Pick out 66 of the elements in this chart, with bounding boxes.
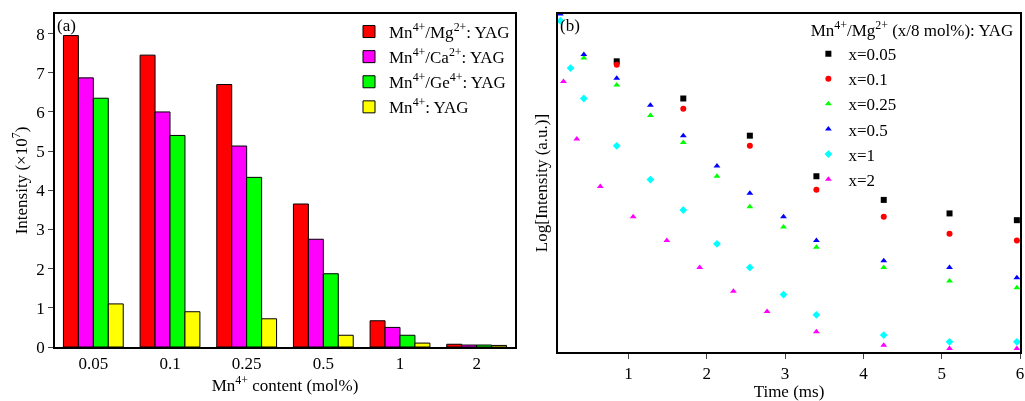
x-axis-title: Time (ms) — [753, 382, 825, 401]
point — [946, 264, 953, 269]
point — [812, 328, 820, 334]
point — [1013, 237, 1020, 244]
y-tick-label: 3 — [36, 220, 45, 240]
point — [612, 141, 621, 150]
x-axis-title: Mn$^{4+}$ content (mol%) — [211, 373, 359, 396]
legend-label: Mn$^{4+}$/Mg$^{2+}$: YAG — [389, 20, 510, 43]
legend-label: Mn$^{4+}$/Ge$^{4+}$: YAG — [389, 70, 506, 93]
annotation: (b) — [560, 16, 580, 35]
point — [746, 132, 753, 139]
legend-label: Mn$^{4+}$/Ca$^{2+}$: YAG — [389, 45, 505, 68]
y-tick-label: 8 — [36, 24, 45, 44]
point — [946, 230, 953, 237]
x-tick-label: 1 — [395, 354, 405, 374]
x-tick-label: 0.05 — [78, 354, 109, 374]
point — [680, 105, 687, 112]
x-tick-label: 0.1 — [159, 354, 181, 374]
point — [945, 337, 954, 346]
x-tick-label: 1 — [624, 364, 633, 384]
point — [1012, 337, 1020, 346]
point — [679, 206, 688, 214]
point — [566, 64, 575, 72]
x-tick-label: 2 — [472, 354, 481, 374]
point — [880, 213, 887, 220]
legend-label: x=1 — [848, 145, 875, 165]
y-tick-label: 4 — [36, 181, 46, 201]
point — [813, 173, 820, 180]
legend-label: x=0.1 — [848, 70, 888, 90]
y-tick-label: 0 — [36, 337, 45, 357]
x-tick-label: 0.25 — [231, 354, 262, 374]
x-tick-label: 0.5 — [312, 354, 334, 374]
legend-title: Mn$^{4+}$/Mg$^{2+}$ (x/8 mol%): YAG — [810, 17, 1014, 41]
point — [1013, 217, 1020, 224]
point — [713, 239, 721, 248]
y-tick-label: 6 — [36, 102, 45, 122]
x-tick-label: 2 — [702, 364, 712, 384]
x-tick-label: 4 — [859, 364, 869, 384]
point — [680, 95, 687, 102]
point — [879, 331, 888, 339]
y-axis-title: Log[Intensity (a.u.)] — [532, 113, 552, 253]
point — [813, 186, 820, 193]
point — [946, 278, 953, 283]
legend-label: x=0.25 — [848, 95, 897, 115]
point — [880, 196, 887, 203]
x-tick-label: 3 — [780, 364, 790, 384]
point — [812, 310, 821, 319]
y-tick-label: 7 — [36, 63, 46, 83]
y-tick-label: 2 — [36, 259, 45, 279]
annotation: (a) — [57, 16, 76, 35]
x-tick-label: 5 — [937, 364, 946, 384]
legend-label: Mn$^{4+}$: YAG — [389, 95, 469, 118]
point — [560, 78, 567, 84]
legend-label: x=0.05 — [848, 45, 897, 65]
point — [646, 175, 655, 184]
point — [1013, 274, 1020, 280]
point — [746, 142, 753, 149]
x-tick-label: 6 — [1015, 364, 1025, 384]
point — [745, 263, 754, 272]
legend-label: x=0.5 — [848, 120, 888, 140]
point — [579, 94, 588, 103]
y-tick-label: 1 — [36, 298, 45, 318]
point — [1013, 345, 1020, 351]
y-tick-label: 5 — [36, 142, 45, 162]
legend-label: x=2 — [848, 170, 875, 190]
point — [946, 210, 953, 217]
